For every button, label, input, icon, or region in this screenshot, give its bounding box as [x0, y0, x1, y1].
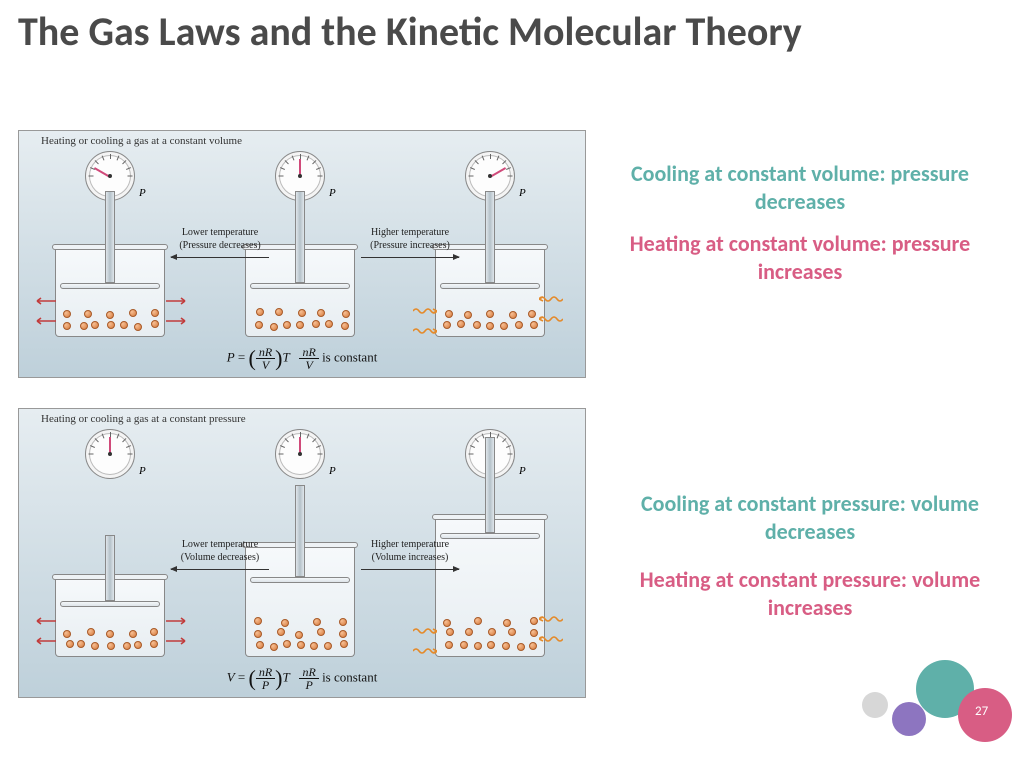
beaker — [245, 249, 355, 337]
page-number: 27 — [975, 704, 988, 719]
heat-out-icon — [165, 612, 191, 631]
heat-in-icon — [543, 321, 563, 329]
heat-out-icon — [31, 292, 57, 311]
heat-in-icon — [413, 301, 433, 309]
annotation-heating-cv: Heating at constant volume: pressure inc… — [620, 230, 980, 285]
heat-in-icon — [543, 301, 563, 309]
beaker — [55, 249, 165, 337]
gauge-label: P — [139, 465, 146, 477]
heat-in-icon — [413, 321, 433, 329]
heat-out-icon — [165, 312, 191, 331]
annotation-cooling-cp: Cooling at constant pressure: volume dec… — [620, 490, 1000, 545]
transfer-label: Higher temperature(Pressure increases) — [355, 227, 465, 252]
heat-out-icon — [31, 632, 57, 651]
page-title: The Gas Laws and the Kinetic Molecular T… — [18, 10, 968, 54]
transfer-label: Lower temperature(Pressure decreases) — [165, 227, 275, 252]
gauge-label: P — [519, 465, 526, 477]
transition-arrow-icon — [361, 569, 459, 570]
heat-out-icon — [31, 612, 57, 631]
gauge-label: P — [519, 187, 526, 199]
decorative-bubble — [892, 702, 926, 736]
annotation-cooling-cv: Cooling at constant volume: pressure dec… — [620, 160, 980, 215]
annotation-heating-cp: Heating at constant pressure: volume inc… — [620, 566, 1000, 621]
decorative-bubble — [862, 692, 888, 718]
transfer-label: Lower temperature(Volume decreases) — [165, 539, 275, 564]
figure-caption: Heating or cooling a gas at a constant p… — [41, 413, 246, 425]
figure-constant-pressure: Heating or cooling a gas at a constant p… — [18, 408, 586, 698]
equation: V = (nRP)T nRP is constant — [19, 666, 585, 691]
equation: P = (nRV)T nRV is constant — [19, 346, 585, 371]
pressure-gauge — [85, 429, 135, 479]
heat-out-icon — [165, 292, 191, 311]
gauge-label: P — [139, 187, 146, 199]
heat-in-icon — [543, 641, 563, 649]
beaker — [55, 579, 165, 657]
transition-arrow-icon — [171, 257, 269, 258]
beaker — [435, 249, 545, 337]
gauge-label: P — [329, 465, 336, 477]
pressure-gauge — [275, 429, 325, 479]
figure-caption: Heating or cooling a gas at a constant v… — [41, 135, 242, 147]
heat-in-icon — [413, 621, 433, 629]
heat-in-icon — [413, 641, 433, 649]
heat-out-icon — [165, 632, 191, 651]
heat-in-icon — [543, 621, 563, 629]
transfer-label: Higher temperature(Volume increases) — [355, 539, 465, 564]
gauge-label: P — [329, 187, 336, 199]
heat-out-icon — [31, 312, 57, 331]
transition-arrow-icon — [171, 569, 269, 570]
figure-constant-volume: Heating or cooling a gas at a constant v… — [18, 130, 586, 378]
transition-arrow-icon — [361, 257, 459, 258]
